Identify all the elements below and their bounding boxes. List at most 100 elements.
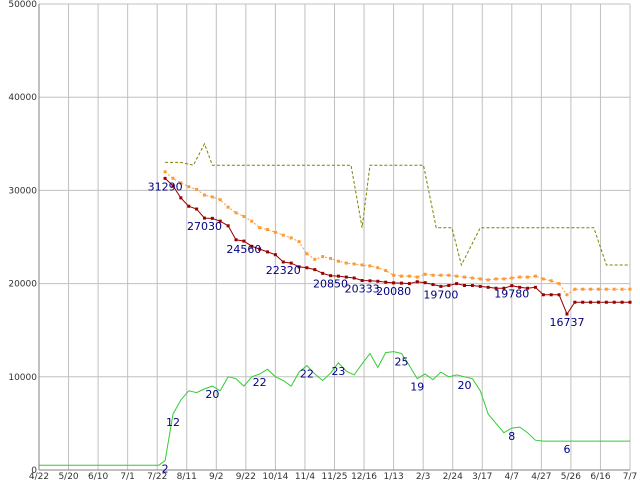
series-1-point <box>478 284 482 288</box>
series-2-point <box>447 273 451 277</box>
series-1-point <box>384 280 388 284</box>
series-1-point <box>407 282 411 286</box>
series-2-point <box>589 287 593 291</box>
series-1-point <box>242 239 246 243</box>
series-1-point <box>273 253 277 257</box>
series-1-point <box>376 279 380 283</box>
series-1-point <box>502 286 506 290</box>
series-2-point <box>179 181 183 185</box>
series-2-point <box>226 205 230 209</box>
x-tick-label: 9/2 <box>209 472 223 480</box>
series-2-point <box>195 187 199 191</box>
series-2-point <box>518 275 522 279</box>
series-2-point <box>368 264 372 268</box>
series-1-point <box>439 284 443 288</box>
series-1-point <box>313 268 317 272</box>
series-2-point <box>565 293 569 297</box>
x-tick-label: 11/4 <box>295 472 315 480</box>
series-1-point <box>336 274 340 278</box>
series-2-point <box>478 277 482 281</box>
series-2-point <box>360 263 364 267</box>
series-2-point <box>250 219 254 223</box>
x-tick-label: 4/7 <box>505 472 519 480</box>
series-1-point <box>352 276 356 280</box>
series-line-4 <box>39 351 630 466</box>
x-tick-label: 7/1 <box>120 472 134 480</box>
series-1-point <box>258 247 262 251</box>
series-2-point <box>171 176 175 180</box>
data-label: 31290 <box>148 180 183 193</box>
series-1-point <box>266 250 270 254</box>
series-2-point <box>604 287 608 291</box>
series-2-point <box>526 275 530 279</box>
series-2-point <box>494 277 498 281</box>
series-1-point <box>620 300 624 304</box>
data-label: 19 <box>410 381 424 394</box>
series-1-point <box>202 216 206 220</box>
series-1-point <box>463 283 467 287</box>
series-2-point <box>549 279 553 283</box>
x-tick-label: 10/14 <box>262 472 288 480</box>
series-1-point <box>526 286 530 290</box>
series-1-point <box>187 204 191 208</box>
series-2-point <box>210 195 214 199</box>
x-tick-label: 7/7 <box>623 472 637 480</box>
series-1-point <box>195 207 199 211</box>
series-2-point <box>329 256 333 260</box>
series-2-point <box>612 287 616 291</box>
series-1-point <box>210 216 214 220</box>
series-2-point <box>463 275 467 279</box>
data-label: 16737 <box>549 316 584 329</box>
x-tick-label: 6/10 <box>88 472 108 480</box>
series-2-point <box>628 287 632 291</box>
series-1-point <box>494 286 498 290</box>
x-tick-label: 6/16 <box>590 472 610 480</box>
series-1-point <box>234 238 238 242</box>
series-2-point <box>620 287 624 291</box>
series-1-point <box>423 281 427 285</box>
data-label: 20080 <box>376 285 411 298</box>
series-1-point <box>557 293 561 297</box>
series-1-point <box>171 184 175 188</box>
series-1-point <box>455 282 459 286</box>
series-1-point <box>289 261 293 265</box>
series-2-point <box>431 273 435 277</box>
series-1-point <box>415 280 419 284</box>
series-2-point <box>218 198 222 202</box>
data-label: 22 <box>300 368 314 381</box>
series-1-point <box>596 300 600 304</box>
series-2-point <box>321 255 325 259</box>
series-layer <box>39 142 632 466</box>
series-2-point <box>502 277 506 281</box>
series-1-point <box>321 271 325 275</box>
x-tick-label: 1/13 <box>383 472 403 480</box>
data-label: 20850 <box>313 278 348 291</box>
x-tick-label: 2/3 <box>416 472 430 480</box>
y-tick-label: 0 <box>31 466 37 476</box>
y-tick-label: 50000 <box>8 0 37 10</box>
data-label: 25 <box>394 356 408 369</box>
series-2-point <box>266 228 270 232</box>
data-label: 24560 <box>226 243 261 256</box>
series-1-point <box>589 300 593 304</box>
series-1-point <box>470 283 474 287</box>
axes: 4/22 5/20 6/10 7/1 7/22 8/11 9/2 9/22 10/14 11/4 1… <box>8 0 637 480</box>
series-line-3 <box>165 142 630 267</box>
x-tick-label: 4/27 <box>531 472 551 480</box>
series-1-point <box>250 244 254 248</box>
series-2-point <box>305 252 309 256</box>
series-1-point <box>344 275 348 279</box>
data-label: 19780 <box>494 288 529 301</box>
data-label: 6 <box>563 443 570 456</box>
x-tick-label: 9/22 <box>236 472 256 480</box>
series-1-point <box>163 176 167 180</box>
series-2-point <box>297 240 301 244</box>
y-tick-label: 10000 <box>8 373 37 383</box>
series-1-point <box>297 265 301 269</box>
series-1-point <box>518 285 522 289</box>
series-1-point <box>392 281 396 285</box>
series-2-point <box>202 193 206 197</box>
